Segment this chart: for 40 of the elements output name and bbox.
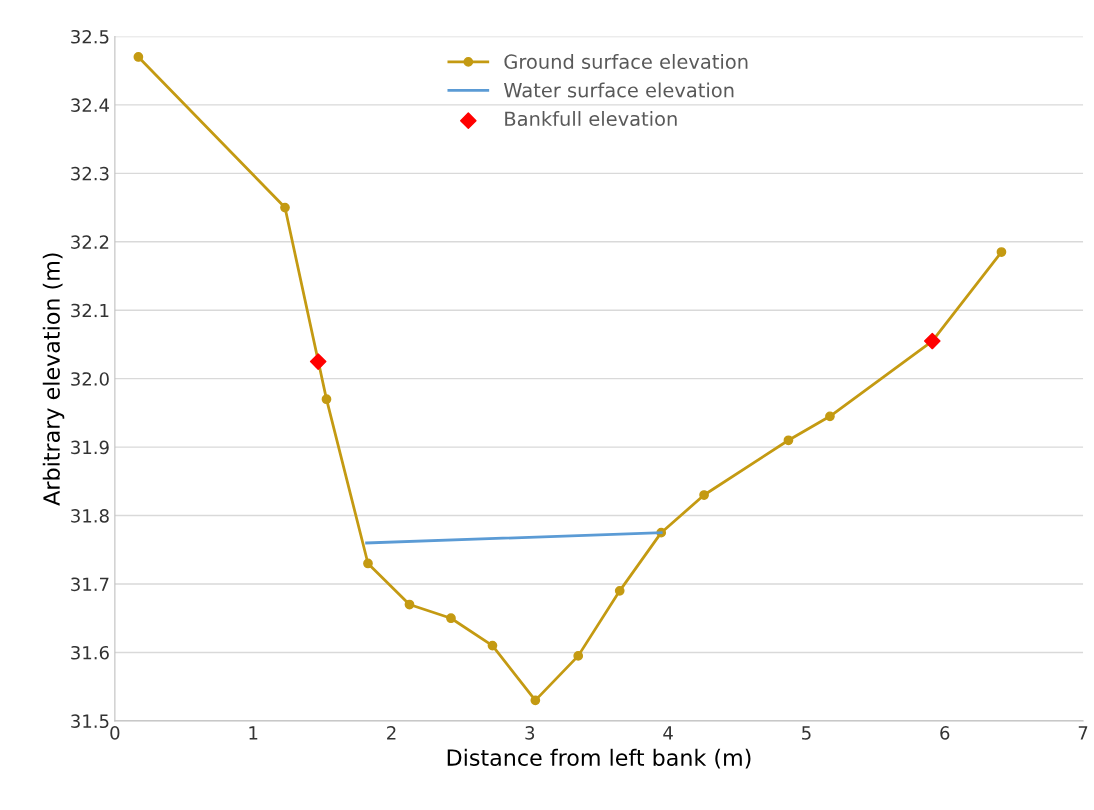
x-tick-label: 4 xyxy=(663,726,673,740)
y-tick-label: 32.2 xyxy=(71,235,109,249)
legend-label: Water surface elevation xyxy=(503,82,734,98)
point xyxy=(446,613,456,624)
legend-label: Ground surface elevation xyxy=(504,53,748,69)
point xyxy=(321,394,332,405)
x-tick-label: 2 xyxy=(387,726,396,740)
point xyxy=(280,202,290,213)
y-tick-label: 32.5 xyxy=(71,29,109,44)
point xyxy=(133,52,144,62)
x-axis-title: Distance from left bank (m) xyxy=(447,748,751,769)
point xyxy=(530,695,541,706)
point xyxy=(309,353,327,370)
x-tick-label: 0 xyxy=(110,726,120,740)
legend-label: Bankfull elevation xyxy=(505,111,677,127)
point xyxy=(825,411,835,422)
point xyxy=(699,490,709,500)
y-tick-label: 32.3 xyxy=(71,166,109,181)
point xyxy=(923,332,941,350)
y-tick-label: 31.5 xyxy=(71,714,109,729)
y-tick-label: 31.8 xyxy=(71,509,109,523)
point xyxy=(487,640,498,651)
x-tick-label: 1 xyxy=(249,726,258,740)
y-tick-label: 31.9 xyxy=(71,440,109,455)
point xyxy=(996,247,1007,257)
y-tick-label: 31.7 xyxy=(71,577,109,592)
y-axis-title: Arbitrary elevation (m) xyxy=(42,253,65,506)
y-tick-label: 32.4 xyxy=(71,98,109,113)
point xyxy=(614,585,625,596)
point xyxy=(363,558,373,569)
point xyxy=(573,651,584,661)
point xyxy=(783,435,794,446)
y-tick-label: 32.1 xyxy=(71,303,109,318)
x-tick-label: 5 xyxy=(802,726,811,740)
x-tick-label: 7 xyxy=(1078,726,1088,740)
y-tick-label: 32.0 xyxy=(71,372,109,386)
point xyxy=(404,599,415,610)
x-tick-label: 3 xyxy=(525,726,535,740)
y-tick-label: 31.6 xyxy=(71,645,109,660)
x-tick-label: 6 xyxy=(940,726,950,740)
